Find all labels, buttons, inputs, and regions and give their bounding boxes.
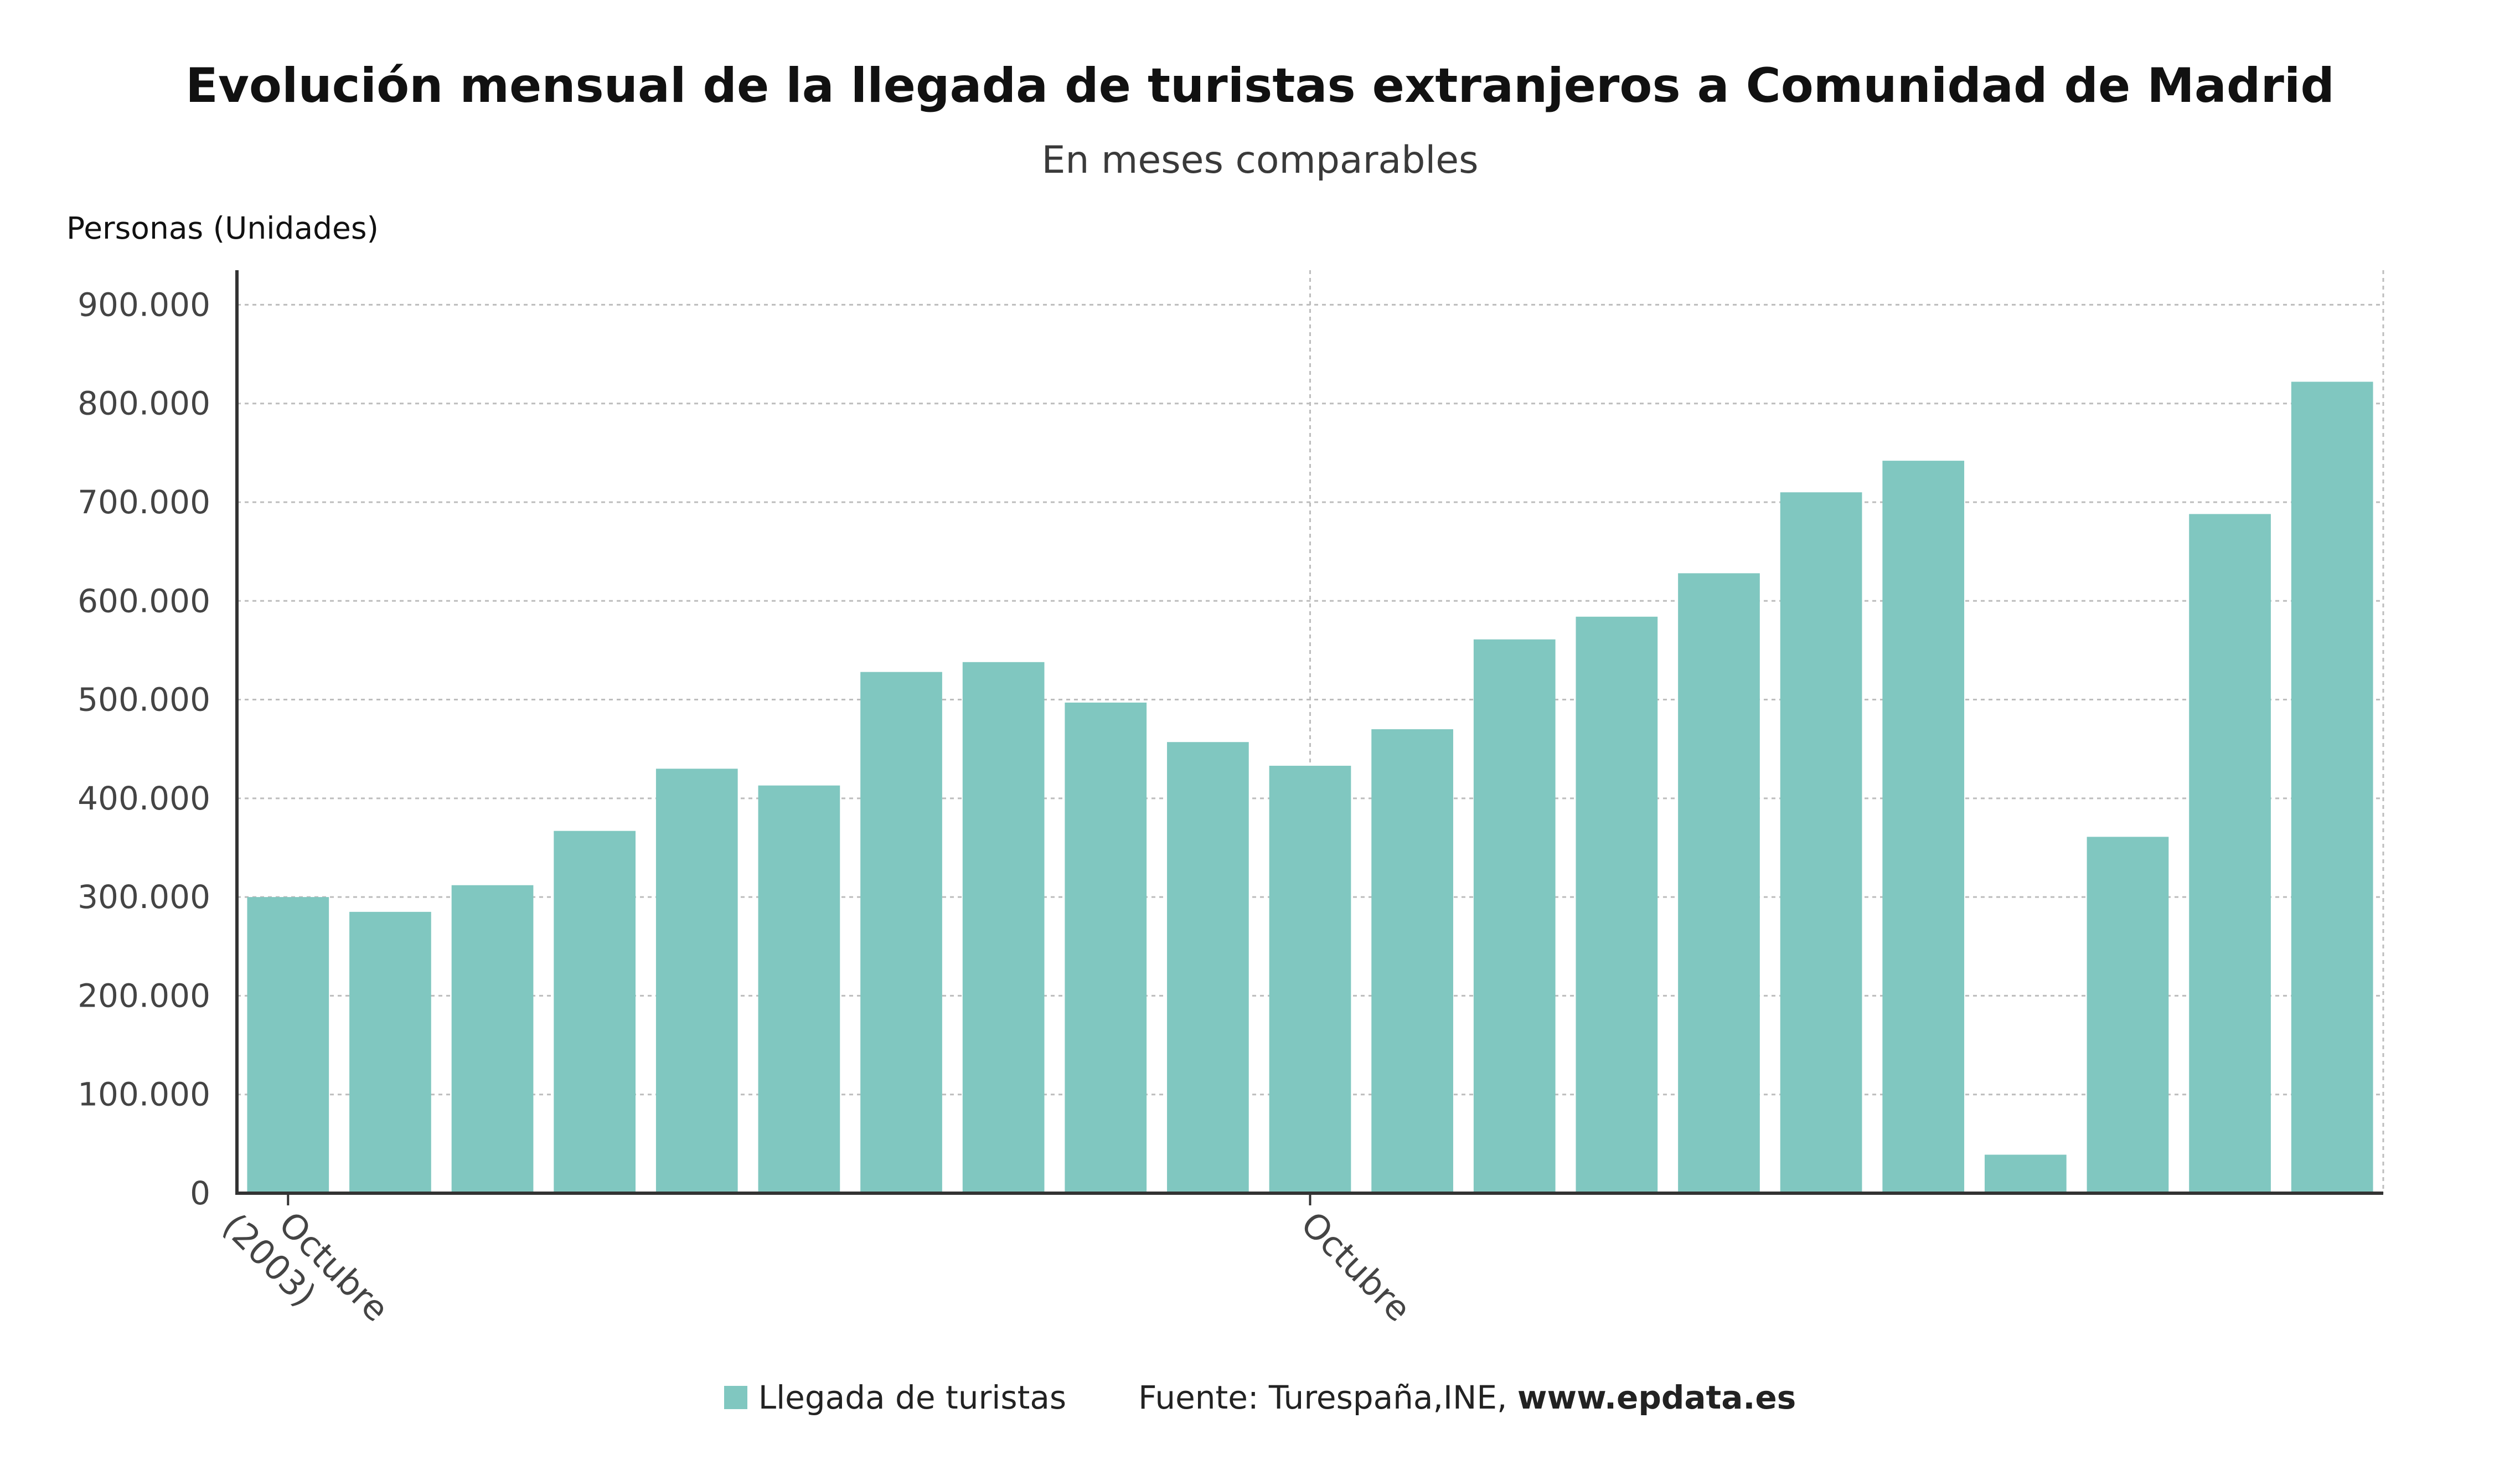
bar <box>451 885 534 1193</box>
source-note: Fuente: Turespaña,INE, www.epdata.es <box>1138 1379 1796 1416</box>
legend-label: Llegada de turistas <box>758 1379 1067 1416</box>
bar <box>1167 742 1249 1193</box>
chart-subtitle: En meses comparables <box>1041 138 1479 182</box>
bar <box>2291 381 2373 1193</box>
y-tick-label: 400.000 <box>78 780 210 817</box>
chart-title: Evolución mensual de la llegada de turis… <box>185 58 2335 114</box>
y-tick-label: 300.000 <box>78 878 210 916</box>
bar <box>962 662 1045 1193</box>
bar <box>758 785 840 1193</box>
y-tick-label: 500.000 <box>78 681 210 719</box>
bar <box>1065 702 1147 1193</box>
bar <box>1984 1154 2067 1193</box>
bar <box>1882 461 1965 1193</box>
bar <box>1678 573 1760 1193</box>
y-tick-label: 600.000 <box>78 582 210 620</box>
bar <box>2087 837 2169 1193</box>
bar <box>1473 639 1556 1193</box>
bar <box>1269 766 1351 1193</box>
legend-swatch <box>724 1386 747 1409</box>
y-tick-label: 800.000 <box>78 385 210 422</box>
y-tick-label: 0 <box>190 1174 210 1212</box>
x-tick-label: Octubre <box>1293 1204 1419 1329</box>
source-label: Fuente: Turespaña,INE, <box>1138 1379 1507 1416</box>
y-tick-label: 900.000 <box>78 286 210 323</box>
y-tick-label: 100.000 <box>78 1076 210 1113</box>
bar <box>247 897 329 1193</box>
legend: Llegada de turistas Fuente: Turespaña,IN… <box>0 1379 2520 1416</box>
bar <box>2189 514 2271 1193</box>
y-axis-label: Personas (Unidades) <box>66 210 379 246</box>
bar <box>1576 616 1658 1193</box>
bar <box>1371 729 1453 1193</box>
bar <box>349 911 431 1193</box>
x-tick-label: Octubre(2003) <box>215 1176 397 1358</box>
bar <box>655 769 738 1193</box>
bar <box>1780 492 1862 1194</box>
bar <box>860 672 942 1193</box>
y-tick-label: 700.000 <box>78 483 210 521</box>
bar <box>554 831 636 1193</box>
source-site: www.epdata.es <box>1517 1379 1796 1416</box>
y-tick-label: 200.000 <box>78 977 210 1014</box>
